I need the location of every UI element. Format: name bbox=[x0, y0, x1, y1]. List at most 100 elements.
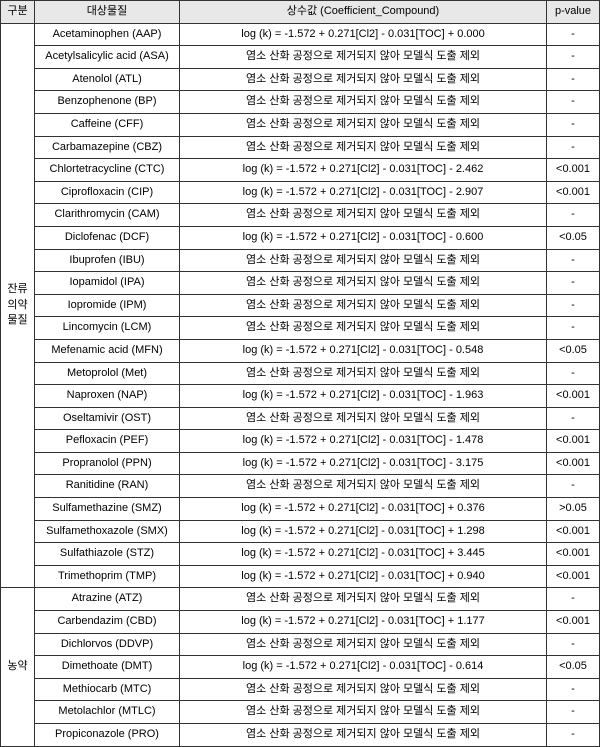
cell-coefficient: 염소 산화 공정으로 제거되지 않아 모델식 도출 제외 bbox=[180, 46, 547, 69]
cell-pvalue: - bbox=[547, 633, 600, 656]
cell-pvalue: - bbox=[547, 136, 600, 159]
table-row: Lincomycin (LCM)염소 산화 공정으로 제거되지 않아 모델식 도… bbox=[1, 317, 600, 340]
cell-coefficient: 염소 산화 공정으로 제거되지 않아 모델식 도출 제외 bbox=[180, 475, 547, 498]
table-row: Oseltamivir (OST)염소 산화 공정으로 제거되지 않아 모델식 … bbox=[1, 407, 600, 430]
cell-coefficient: log (k) = -1.572 + 0.271[Cl2] - 0.031[TO… bbox=[180, 656, 547, 679]
table-row: Chlortetracycline (CTC)log (k) = -1.572 … bbox=[1, 159, 600, 182]
cell-compound: Clarithromycin (CAM) bbox=[35, 204, 180, 227]
cell-pvalue: <0.001 bbox=[547, 543, 600, 566]
table-row: Sulfamethazine (SMZ)log (k) = -1.572 + 0… bbox=[1, 498, 600, 521]
cell-pvalue: <0.001 bbox=[547, 430, 600, 453]
table-row: Propranolol (PPN)log (k) = -1.572 + 0.27… bbox=[1, 452, 600, 475]
cell-pvalue: - bbox=[547, 362, 600, 385]
cell-pvalue: <0.001 bbox=[547, 159, 600, 182]
cell-pvalue: - bbox=[547, 46, 600, 69]
cell-pvalue: <0.001 bbox=[547, 565, 600, 588]
table-row: Methiocarb (MTC)염소 산화 공정으로 제거되지 않아 모델식 도… bbox=[1, 678, 600, 701]
cell-coefficient: 염소 산화 공정으로 제거되지 않아 모델식 도출 제외 bbox=[180, 272, 547, 295]
table-row: Dichlorvos (DDVP)염소 산화 공정으로 제거되지 않아 모델식 … bbox=[1, 633, 600, 656]
cell-compound: Propranolol (PPN) bbox=[35, 452, 180, 475]
cell-coefficient: 염소 산화 공정으로 제거되지 않아 모델식 도출 제외 bbox=[180, 724, 547, 747]
cell-coefficient: log (k) = -1.572 + 0.271[Cl2] - 0.031[TO… bbox=[180, 430, 547, 453]
table-row: Pefloxacin (PEF)log (k) = -1.572 + 0.271… bbox=[1, 430, 600, 453]
table-row: Carbamazepine (CBZ)염소 산화 공정으로 제거되지 않아 모델… bbox=[1, 136, 600, 159]
table-row: Benzophenone (BP)염소 산화 공정으로 제거되지 않아 모델식 … bbox=[1, 91, 600, 114]
table-row: Dimethoate (DMT)log (k) = -1.572 + 0.271… bbox=[1, 656, 600, 679]
table-row: Atenolol (ATL)염소 산화 공정으로 제거되지 않아 모델식 도출 … bbox=[1, 68, 600, 91]
cell-coefficient: log (k) = -1.572 + 0.271[Cl2] - 0.031[TO… bbox=[180, 498, 547, 521]
table-row: Mefenamic acid (MFN)log (k) = -1.572 + 0… bbox=[1, 339, 600, 362]
cell-compound: Atenolol (ATL) bbox=[35, 68, 180, 91]
table-row: Carbendazim (CBD)log (k) = -1.572 + 0.27… bbox=[1, 611, 600, 634]
cell-compound: Benzophenone (BP) bbox=[35, 91, 180, 114]
table-row: Caffeine (CFF)염소 산화 공정으로 제거되지 않아 모델식 도출 … bbox=[1, 113, 600, 136]
category-pesticide: 농약 bbox=[1, 588, 35, 746]
cell-compound: Diclofenac (DCF) bbox=[35, 226, 180, 249]
header-category: 구분 bbox=[1, 1, 35, 24]
cell-compound: Naproxen (NAP) bbox=[35, 385, 180, 408]
cell-coefficient: log (k) = -1.572 + 0.271[Cl2] - 0.031[TO… bbox=[180, 226, 547, 249]
cell-compound: Dichlorvos (DDVP) bbox=[35, 633, 180, 656]
table-row: Sulfamethoxazole (SMX)log (k) = -1.572 +… bbox=[1, 520, 600, 543]
cell-coefficient: log (k) = -1.572 + 0.271[Cl2] - 0.031[TO… bbox=[180, 181, 547, 204]
cell-pvalue: - bbox=[547, 294, 600, 317]
cell-pvalue: - bbox=[547, 113, 600, 136]
cell-coefficient: 염소 산화 공정으로 제거되지 않아 모델식 도출 제외 bbox=[180, 701, 547, 724]
cell-compound: Caffeine (CFF) bbox=[35, 113, 180, 136]
cell-compound: Metoprolol (Met) bbox=[35, 362, 180, 385]
cell-pvalue: - bbox=[547, 23, 600, 46]
cell-coefficient: 염소 산화 공정으로 제거되지 않아 모델식 도출 제외 bbox=[180, 588, 547, 611]
table-row: Iopamidol (IPA)염소 산화 공정으로 제거되지 않아 모델식 도출… bbox=[1, 272, 600, 295]
cell-compound: Sulfathiazole (STZ) bbox=[35, 543, 180, 566]
cell-compound: Sulfamethoxazole (SMX) bbox=[35, 520, 180, 543]
cell-pvalue: - bbox=[547, 91, 600, 114]
table-row: Trimethoprim (TMP)log (k) = -1.572 + 0.2… bbox=[1, 565, 600, 588]
cell-pvalue: - bbox=[547, 724, 600, 747]
cell-pvalue: - bbox=[547, 475, 600, 498]
cell-pvalue: - bbox=[547, 588, 600, 611]
cell-coefficient: 염소 산화 공정으로 제거되지 않아 모델식 도출 제외 bbox=[180, 317, 547, 340]
cell-compound: Mefenamic acid (MFN) bbox=[35, 339, 180, 362]
cell-compound: Ranitidine (RAN) bbox=[35, 475, 180, 498]
cell-coefficient: log (k) = -1.572 + 0.271[Cl2] - 0.031[TO… bbox=[180, 385, 547, 408]
cell-coefficient: log (k) = -1.572 + 0.271[Cl2] - 0.031[TO… bbox=[180, 159, 547, 182]
cell-compound: Iopamidol (IPA) bbox=[35, 272, 180, 295]
cell-pvalue: <0.05 bbox=[547, 339, 600, 362]
table-row: Metolachlor (MTLC)염소 산화 공정으로 제거되지 않아 모델식… bbox=[1, 701, 600, 724]
table-row: Ranitidine (RAN)염소 산화 공정으로 제거되지 않아 모델식 도… bbox=[1, 475, 600, 498]
cell-pvalue: <0.001 bbox=[547, 181, 600, 204]
data-table: 구분 대상물질 상수값 (Coefficient_Compound) p-val… bbox=[0, 0, 600, 747]
cell-coefficient: 염소 산화 공정으로 제거되지 않아 모델식 도출 제외 bbox=[180, 113, 547, 136]
cell-compound: Oseltamivir (OST) bbox=[35, 407, 180, 430]
cell-pvalue: - bbox=[547, 678, 600, 701]
table-row: Ibuprofen (IBU)염소 산화 공정으로 제거되지 않아 모델식 도출… bbox=[1, 249, 600, 272]
cell-compound: Ibuprofen (IBU) bbox=[35, 249, 180, 272]
cell-compound: Trimethoprim (TMP) bbox=[35, 565, 180, 588]
header-compound: 대상물질 bbox=[35, 1, 180, 24]
cell-pvalue: <0.001 bbox=[547, 520, 600, 543]
cell-coefficient: 염소 산화 공정으로 제거되지 않아 모델식 도출 제외 bbox=[180, 91, 547, 114]
table-row: Acetylsalicylic acid (ASA)염소 산화 공정으로 제거되… bbox=[1, 46, 600, 69]
cell-pvalue: - bbox=[547, 272, 600, 295]
table-row: 잔류의약물질Acetaminophen (AAP)log (k) = -1.57… bbox=[1, 23, 600, 46]
cell-pvalue: - bbox=[547, 204, 600, 227]
cell-pvalue: - bbox=[547, 701, 600, 724]
cell-coefficient: 염소 산화 공정으로 제거되지 않아 모델식 도출 제외 bbox=[180, 204, 547, 227]
cell-pvalue: <0.05 bbox=[547, 226, 600, 249]
cell-compound: Iopromide (IPM) bbox=[35, 294, 180, 317]
cell-pvalue: - bbox=[547, 407, 600, 430]
table-row: Metoprolol (Met)염소 산화 공정으로 제거되지 않아 모델식 도… bbox=[1, 362, 600, 385]
table-row: Clarithromycin (CAM)염소 산화 공정으로 제거되지 않아 모… bbox=[1, 204, 600, 227]
table-row: Diclofenac (DCF)log (k) = -1.572 + 0.271… bbox=[1, 226, 600, 249]
table-row: Iopromide (IPM)염소 산화 공정으로 제거되지 않아 모델식 도출… bbox=[1, 294, 600, 317]
category-pharmaceutical: 잔류의약물질 bbox=[1, 23, 35, 588]
cell-compound: Metolachlor (MTLC) bbox=[35, 701, 180, 724]
cell-compound: Sulfamethazine (SMZ) bbox=[35, 498, 180, 521]
table-row: 농약Atrazine (ATZ)염소 산화 공정으로 제거되지 않아 모델식 도… bbox=[1, 588, 600, 611]
cell-coefficient: 염소 산화 공정으로 제거되지 않아 모델식 도출 제외 bbox=[180, 407, 547, 430]
cell-pvalue: - bbox=[547, 317, 600, 340]
cell-coefficient: log (k) = -1.572 + 0.271[Cl2] - 0.031[TO… bbox=[180, 611, 547, 634]
cell-pvalue: - bbox=[547, 249, 600, 272]
cell-coefficient: log (k) = -1.572 + 0.271[Cl2] - 0.031[TO… bbox=[180, 339, 547, 362]
cell-pvalue: >0.05 bbox=[547, 498, 600, 521]
